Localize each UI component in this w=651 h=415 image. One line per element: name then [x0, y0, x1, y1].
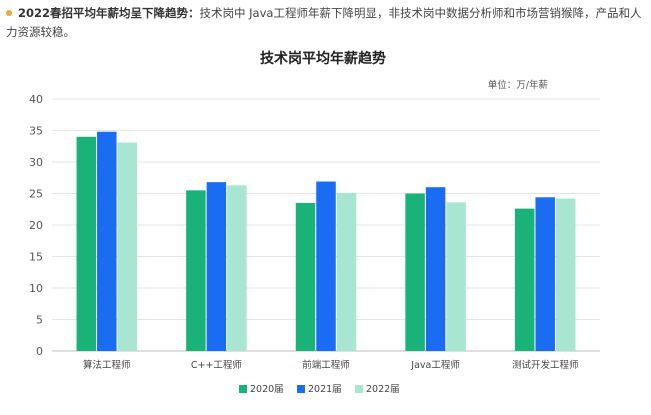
intro-paragraph: 2022春招平均年薪均呈下降趋势：技术岗中 Java工程师年薪下降明显，非技术岗… — [6, 4, 642, 42]
bar — [514, 208, 535, 351]
bar — [336, 192, 357, 351]
bullet-dot-icon — [6, 10, 12, 16]
bar — [535, 197, 555, 351]
bar — [405, 193, 425, 351]
y-tick-label: 40 — [29, 93, 43, 106]
x-tick-label: 前端工程师 — [302, 359, 350, 371]
y-tick-label: 0 — [36, 345, 43, 358]
y-tick-label: 5 — [36, 314, 43, 327]
intro-body: 技术岗中 Java工程师年薪下降明显，非技术岗中数据分析师和市场营销猴降，产品和… — [6, 6, 642, 39]
bar — [76, 136, 97, 351]
y-tick-label: 10 — [29, 282, 43, 295]
bar — [446, 202, 466, 351]
y-tick-label: 20 — [29, 219, 43, 232]
y-tick-label: 30 — [29, 156, 43, 169]
bar — [97, 131, 117, 351]
y-tick-label: 35 — [29, 125, 43, 138]
x-tick-label: 测试开发工程师 — [512, 359, 579, 371]
bar — [316, 181, 336, 351]
bar — [206, 182, 227, 351]
y-tick-label: 25 — [29, 188, 43, 201]
legend-swatch — [355, 385, 363, 393]
intro-heading: 2022春招平均年薪均呈下降趋势： — [18, 6, 200, 20]
legend-label: 2021届 — [308, 384, 342, 395]
legend-swatch — [239, 385, 247, 393]
bar — [186, 190, 206, 351]
chart-title: 技术岗平均年薪趋势 — [260, 50, 386, 67]
bar — [227, 185, 247, 351]
x-tick-label: Java工程师 — [410, 359, 460, 371]
bar — [117, 142, 138, 351]
legend-label: 2022届 — [366, 384, 400, 395]
legend-swatch — [297, 385, 305, 393]
y-tick-label: 15 — [29, 251, 43, 264]
unit-label: 单位：万/年薪 — [488, 79, 549, 91]
legend-label: 2020届 — [250, 384, 284, 395]
x-tick-label: C++工程师 — [191, 359, 242, 371]
bar — [425, 187, 446, 351]
bar — [295, 202, 316, 351]
bar — [555, 198, 576, 351]
x-tick-label: 算法工程师 — [83, 359, 131, 371]
